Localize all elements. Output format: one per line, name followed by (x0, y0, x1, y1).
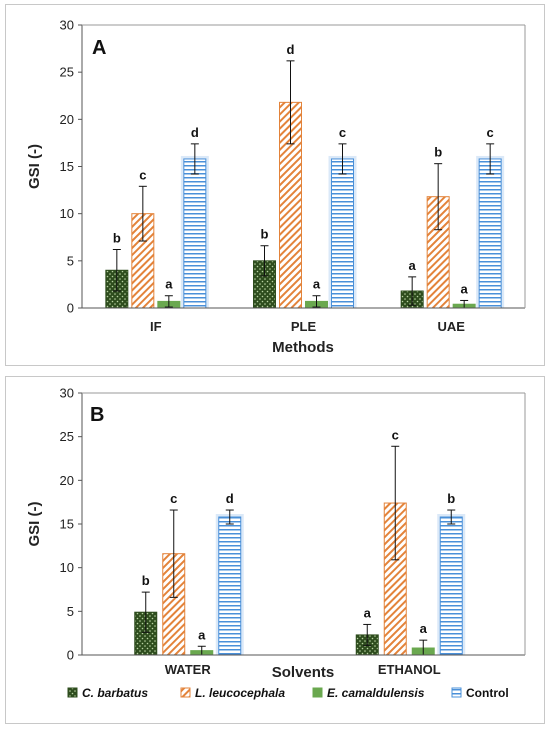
y-tick-label: 5 (67, 604, 74, 619)
significance-label: a (313, 277, 321, 292)
y-tick-label: 25 (60, 429, 74, 444)
legend-swatch-leucocephala (180, 687, 191, 698)
chart-b-svg: B 0 5 10 15 20 25 30 GSI (-) b c a d WATER a c a b ETHANOL… (26, 386, 526, 700)
significance-label: c (392, 427, 399, 442)
legend-swatch-barbatus (67, 687, 78, 698)
y-tick-label: 5 (67, 253, 74, 268)
y-axis-label: GSI (-) (26, 502, 43, 547)
significance-label: c (339, 125, 346, 140)
y-tick-label: 30 (60, 386, 74, 401)
y-tick-label: 25 (60, 65, 74, 80)
significance-label: b (113, 231, 121, 246)
significance-label: d (287, 42, 295, 57)
significance-label: d (226, 491, 234, 506)
significance-label: c (170, 491, 177, 506)
y-tick-label: 0 (67, 648, 74, 663)
y-tick-label: 30 (60, 18, 74, 33)
bar-control-uae (478, 158, 502, 309)
legend-label-camaldulensis: E. camaldulensis (327, 686, 425, 700)
significance-label: c (487, 125, 494, 140)
significance-label: a (198, 627, 206, 642)
significance-label: b (261, 227, 269, 242)
legend-swatch-camaldulensis (312, 687, 323, 698)
y-tick-label: 20 (60, 112, 74, 127)
y-tick-label: 20 (60, 473, 74, 488)
x-tick-label: UAE (437, 319, 465, 334)
significance-label: a (461, 281, 469, 296)
y-axis-label: GSI (-) (26, 144, 43, 189)
x-tick-label: WATER (165, 662, 212, 677)
bar-control-if (183, 158, 207, 309)
legend-swatch-control (451, 687, 462, 698)
significance-label: a (364, 605, 372, 620)
chart-panel-b: B 0 5 10 15 20 25 30 GSI (-) b c a d WATER a c a b ETHANOL… (5, 376, 545, 724)
panel-letter: B (90, 404, 104, 426)
significance-label: a (420, 621, 428, 636)
y-tick-label: 15 (60, 159, 74, 174)
significance-label: b (142, 573, 150, 588)
x-tick-label: IF (150, 319, 162, 334)
x-tick-label: PLE (291, 319, 317, 334)
legend-label-control: Control (466, 686, 509, 700)
chart-panel-a: A 0 5 10 15 20 25 30 GSI (-) b c a d IF b d a c PLE a b a c UAE… (5, 4, 545, 366)
bar-control-water (218, 516, 242, 656)
significance-label: b (447, 491, 455, 506)
y-tick-label: 15 (60, 517, 74, 532)
x-tick-label: ETHANOL (378, 662, 441, 677)
significance-label: a (409, 258, 417, 273)
x-axis-label: Methods (272, 339, 334, 356)
y-tick-label: 10 (60, 560, 74, 575)
x-axis-label: Solvents (272, 664, 335, 681)
bar-control-ethanol (439, 516, 463, 656)
bar-control-ple (331, 158, 354, 309)
y-tick-label: 10 (60, 206, 74, 221)
significance-label: d (191, 125, 199, 140)
legend-label-barbatus: C. barbatus (82, 686, 148, 700)
y-tick-label: 0 (67, 301, 74, 316)
chart-a-svg: A 0 5 10 15 20 25 30 GSI (-) b c a d IF b d a c PLE a b a c UAE… (26, 18, 526, 356)
legend-label-leucocephala: L. leucocephala (195, 686, 285, 700)
significance-label: c (139, 167, 146, 182)
significance-label: a (165, 277, 173, 292)
panel-letter: A (92, 37, 106, 59)
significance-label: b (434, 145, 442, 160)
